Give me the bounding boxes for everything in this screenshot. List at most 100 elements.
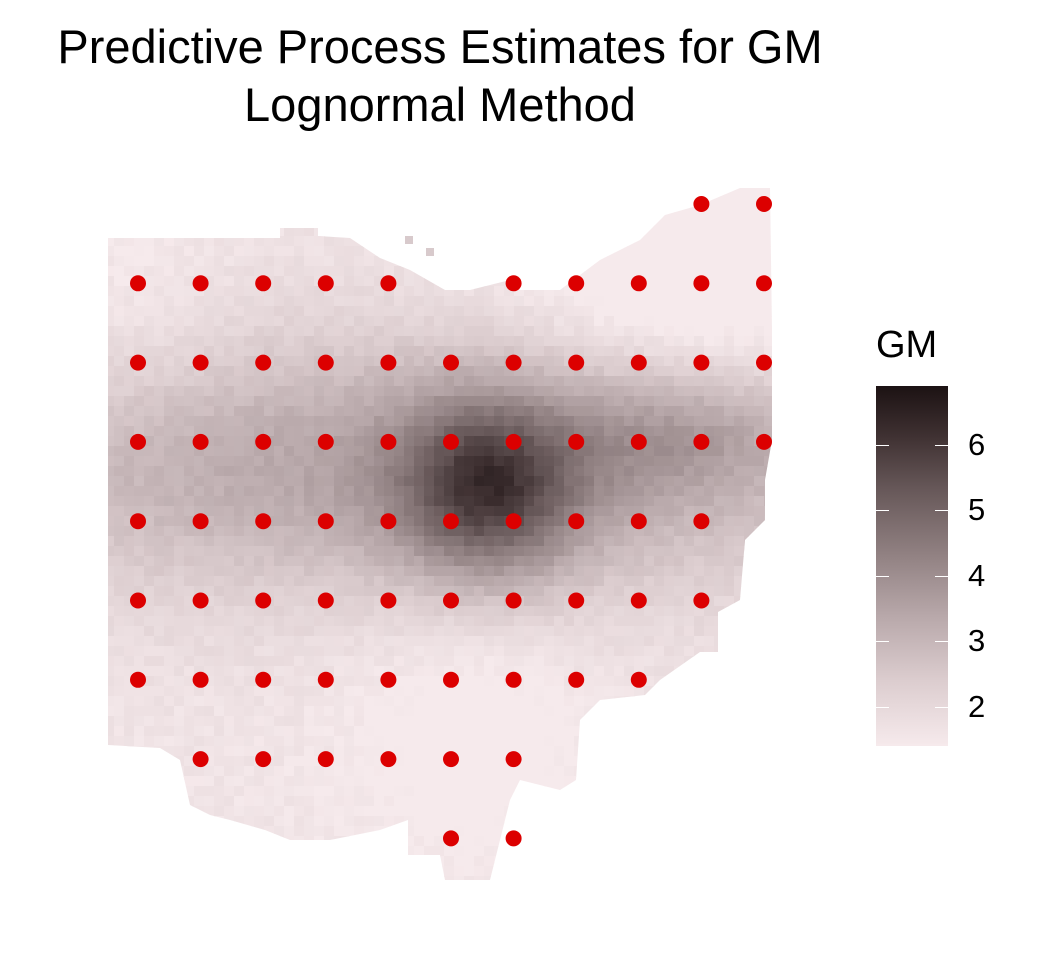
heatmap-cell [754,426,765,437]
heatmap-cell [544,716,555,727]
heatmap-cell [464,876,475,880]
heatmap-cell [474,626,485,637]
heatmap-cell [694,426,705,437]
heatmap-cell [404,526,415,537]
heatmap-cell [244,188,255,197]
heatmap-cell [334,446,345,457]
heatmap-cell [154,366,165,377]
heatmap-cell [214,516,225,527]
heatmap-cell [144,286,155,297]
heatmap-cell [254,586,265,597]
heatmap-cell [674,776,685,787]
heatmap-cell [194,246,205,257]
heatmap-cell [664,866,675,877]
heatmap-cell [734,246,745,257]
heatmap-cell [524,696,535,707]
heatmap-cell [774,746,785,757]
heatmap-cell [294,846,305,857]
heatmap-cell [544,636,555,647]
heatmap-cell [594,416,605,427]
heatmap-cell [204,726,215,737]
heatmap-cell [254,766,265,777]
heatmap-cell [324,216,335,227]
heatmap-cell [264,426,275,437]
heatmap-cell [144,188,155,197]
heatmap-cell [554,636,565,647]
heatmap-cell [764,776,772,787]
heatmap-cell [694,316,705,327]
heatmap-cell [484,216,495,227]
heatmap-cell [774,366,785,377]
heatmap-cell [314,846,325,857]
heatmap-cell [204,366,215,377]
heatmap-cell [344,486,355,497]
heatmap-cell [524,206,535,217]
heatmap-cell [124,726,135,737]
heatmap-cell [108,756,115,767]
heatmap-cell [214,486,225,497]
heatmap-cell [624,406,635,417]
heatmap-cell [274,806,285,817]
heatmap-cell [214,356,225,367]
heatmap-cell [694,216,705,227]
heatmap-cell [524,406,535,417]
heatmap-cell [174,646,185,657]
heatmap-cell [254,396,265,407]
heatmap-cell [344,556,355,567]
heatmap-cell [474,846,485,857]
heatmap-cell [604,526,615,537]
heatmap-cell [164,366,175,377]
heatmap-cell [564,526,575,537]
knot-point [630,354,647,371]
heatmap-cell [424,556,435,567]
heatmap-cell [674,706,685,717]
heatmap-cell [108,546,115,557]
heatmap-cell [194,336,205,347]
heatmap-cell [354,456,365,467]
heatmap-cell [564,366,575,377]
heatmap-cell [544,296,555,307]
heatmap-cell [284,566,295,577]
heatmap-cell [324,826,335,837]
heatmap-cell [604,776,615,787]
heatmap-cell [764,596,772,607]
heatmap-cell [214,406,225,417]
heatmap-cell [314,446,325,457]
heatmap-cell [744,856,755,867]
heatmap-cell [524,736,535,747]
heatmap-cell [294,416,305,427]
heatmap-cell [354,876,365,880]
heatmap-cell [424,236,435,247]
heatmap-cell [414,816,425,827]
heatmap-cell [734,666,745,677]
heatmap-cell [754,666,765,677]
heatmap-cell [634,606,645,617]
heatmap-cell [224,296,235,307]
heatmap-cell [504,456,515,467]
heatmap-cell [414,666,425,677]
knot-point [317,433,334,450]
heatmap-cell [114,436,125,447]
heatmap-cell [364,526,375,537]
heatmap-cell [504,506,515,517]
heatmap-cell [554,566,565,577]
heatmap-cell [594,696,605,707]
heatmap-cell [574,486,585,497]
heatmap-cell [224,696,235,707]
heatmap-cell [374,336,385,347]
heatmap-cell [684,616,695,627]
heatmap-cell [134,266,145,277]
heatmap-cell [694,726,705,737]
heatmap-cell [394,696,405,707]
heatmap-cell [604,556,615,567]
heatmap-cell [264,876,275,880]
heatmap-cell [414,486,425,497]
heatmap-cell [194,416,205,427]
heatmap-cell [524,856,535,867]
heatmap-cell [754,646,765,657]
heatmap-cell [254,326,265,337]
heatmap-cell [684,766,695,777]
heatmap-cell [394,856,405,867]
heatmap-cell [414,676,425,687]
heatmap-cell [314,266,325,277]
